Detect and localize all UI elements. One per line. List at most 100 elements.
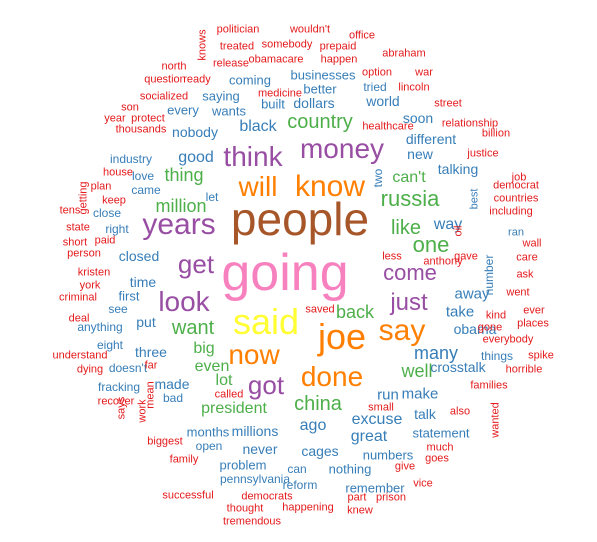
word: new (407, 146, 433, 162)
word: put (136, 314, 156, 330)
word: goes (425, 452, 449, 465)
word: statement (412, 425, 470, 441)
word: look (158, 286, 210, 317)
word: big (193, 340, 215, 357)
word: plan (90, 180, 112, 193)
word: doesn't (108, 361, 148, 375)
word: saved (305, 303, 335, 316)
word: built (261, 96, 285, 112)
word: two (371, 168, 385, 188)
word: ready (183, 73, 211, 86)
word: make (401, 385, 439, 403)
word: short (62, 236, 88, 249)
word: option (362, 66, 392, 79)
word: prepaid (319, 40, 357, 53)
word: million (155, 196, 207, 216)
word: run (377, 386, 399, 404)
word: get (177, 249, 215, 279)
word: industry (109, 152, 153, 166)
word: china (294, 393, 342, 415)
word: talking (437, 161, 479, 177)
word: tremendous (222, 515, 282, 528)
word: recover (97, 395, 135, 408)
word: give (394, 460, 416, 473)
word: knew (347, 504, 373, 517)
word: fracking (97, 380, 141, 394)
word: come (383, 260, 437, 285)
word: much (426, 441, 454, 454)
word: obamacare (248, 53, 304, 66)
word: right (105, 222, 129, 236)
word: money (299, 133, 385, 164)
word: happening (282, 501, 334, 514)
word: best (468, 188, 481, 210)
word: cages (301, 443, 339, 459)
word: russia (380, 186, 440, 211)
word: joe (317, 316, 367, 357)
word: think (223, 141, 283, 172)
word: question (144, 73, 186, 86)
word: job (511, 171, 527, 184)
word: tried (363, 80, 387, 94)
word: back (335, 302, 375, 322)
word: house (103, 166, 133, 179)
word: ever (523, 304, 545, 317)
word: justice (467, 147, 499, 160)
word: also (449, 405, 471, 418)
word: businesses (290, 67, 356, 83)
word: just (390, 289, 428, 316)
word: three (135, 344, 167, 360)
word: wanted (489, 402, 502, 438)
word: even (194, 358, 230, 375)
word: places (517, 317, 549, 330)
word: tens (59, 204, 81, 217)
word: kristen (77, 266, 111, 279)
word: want (171, 317, 215, 339)
word: open (195, 439, 223, 453)
word: war (415, 66, 433, 79)
word: medicine (257, 87, 303, 100)
word: gave (454, 250, 478, 263)
word: billion (481, 127, 511, 140)
word: many (413, 343, 459, 363)
word: including (489, 205, 533, 218)
word: eight (96, 338, 124, 352)
word: got (247, 370, 285, 400)
word: know (294, 170, 366, 203)
word: son (121, 101, 139, 114)
word: crosstalk (430, 359, 486, 375)
word: called (214, 388, 244, 401)
word: treated (219, 40, 255, 53)
word: far (144, 359, 158, 372)
word: paid (94, 234, 116, 247)
word: said (232, 301, 300, 342)
word: wants (212, 103, 246, 119)
word: biggest (147, 435, 183, 448)
word: protect (131, 112, 165, 125)
word: thing (164, 165, 204, 185)
word: socialized (139, 90, 189, 103)
word: going (221, 244, 349, 302)
word: away (454, 285, 490, 303)
word: person (67, 247, 101, 260)
word: every (167, 102, 199, 118)
word: democrat (493, 179, 539, 192)
word: somebody (261, 38, 313, 51)
word: prison (376, 491, 406, 504)
word: black (239, 118, 277, 135)
word: love (131, 169, 155, 183)
word: world (366, 93, 400, 109)
word: deal (68, 312, 90, 325)
word: president (201, 400, 267, 417)
word: can't (392, 169, 426, 186)
word: came (131, 183, 161, 197)
word: now (228, 339, 280, 370)
word: way (433, 216, 463, 233)
word: say (378, 314, 426, 347)
word: different (405, 131, 457, 147)
word: care (516, 251, 538, 264)
word: talk (414, 406, 436, 422)
word: oil (452, 225, 465, 237)
word: bad (162, 391, 184, 405)
